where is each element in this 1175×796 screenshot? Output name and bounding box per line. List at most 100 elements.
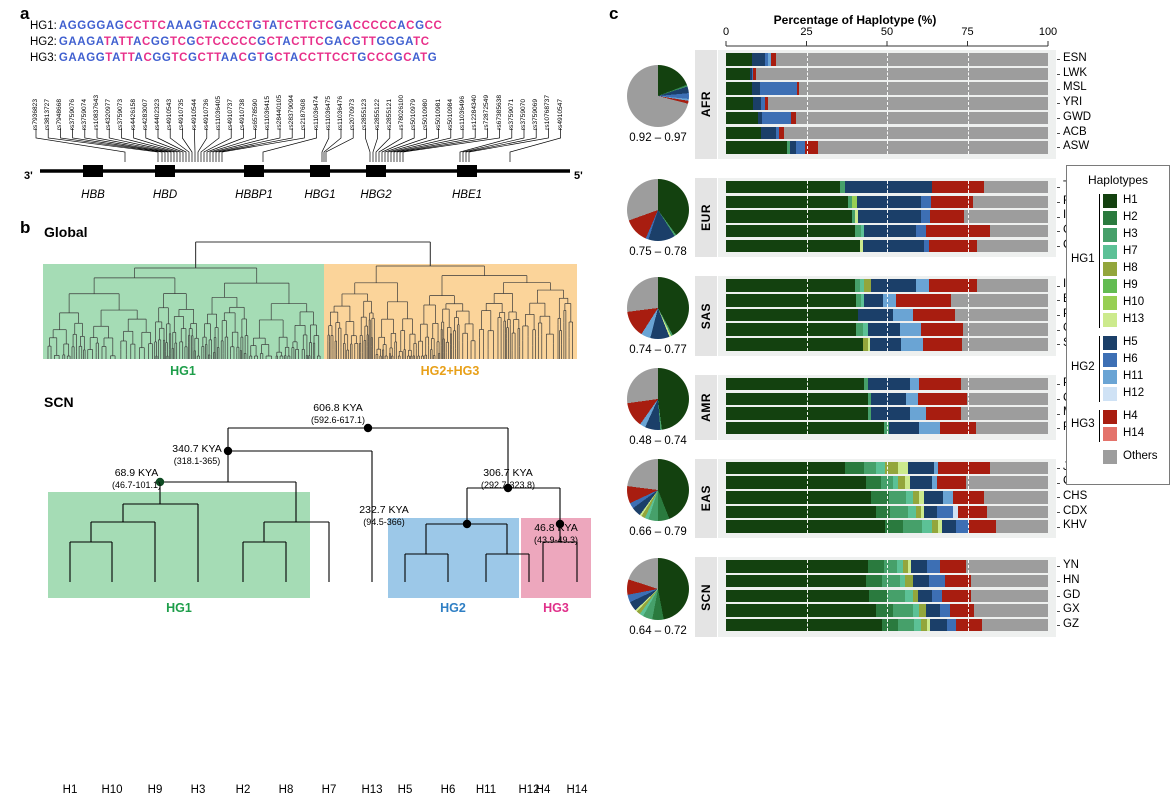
supergroup-name: AMR [699, 392, 713, 422]
gridline [887, 392, 888, 406]
bar-segment-h8 [885, 461, 899, 475]
pop-tick [1057, 103, 1060, 105]
gridline [967, 323, 969, 336]
bar-row[interactable] [726, 574, 1048, 588]
bar-row[interactable] [726, 97, 1048, 110]
gridline [887, 377, 888, 391]
scn-node-hg1crown-age: 68.9 KYA [114, 467, 159, 479]
bar-row[interactable] [726, 392, 1048, 406]
rsid-label: rs7936823 [32, 98, 39, 130]
bar-row[interactable] [726, 224, 1048, 238]
bar-segment-h5 [751, 82, 760, 95]
gridline [806, 338, 808, 351]
bar-row[interactable] [726, 180, 1048, 194]
bar-row[interactable] [726, 210, 1048, 223]
scn-hg3-box [521, 518, 591, 598]
bar-segment-h3 [851, 210, 855, 223]
bar-row[interactable] [726, 520, 1048, 533]
bar-row[interactable] [726, 338, 1048, 351]
rsid-label: rs3759076 [68, 98, 76, 130]
bar-segment-others [996, 520, 1048, 533]
bar-segment-h6 [795, 141, 806, 154]
bar-row[interactable] [726, 53, 1048, 66]
bar-row[interactable] [726, 308, 1048, 322]
bar-segment-h11 [943, 491, 953, 504]
rsid-label: rs11036476 [337, 95, 344, 130]
legend-group-label-hg2: HG2 [1071, 361, 1095, 373]
legend-swatch-h4 [1103, 410, 1117, 424]
bar-segment-h7 [861, 294, 864, 307]
bar-segment-others [970, 589, 1048, 603]
bar-row[interactable] [726, 239, 1048, 253]
bar-segment-h1 [726, 239, 860, 253]
bar-segment-h1 [726, 574, 867, 588]
bar-row[interactable] [726, 505, 1048, 519]
bar-segment-h2 [875, 604, 894, 617]
bar-row[interactable] [726, 407, 1048, 420]
bar-segment-h4 [923, 338, 962, 351]
bar-segment-h11 [909, 407, 926, 420]
bar-segment-h1 [726, 210, 852, 223]
gene-label-hbe1: HBE1 [451, 189, 483, 201]
bar-segment-h1 [726, 407, 868, 420]
bar-segment-others [783, 126, 1048, 139]
bar-segment-h6 [762, 111, 792, 125]
bar-row[interactable] [726, 126, 1048, 139]
bar-row[interactable] [726, 377, 1048, 391]
bar-row[interactable] [726, 421, 1048, 435]
pop-tick [1057, 147, 1060, 149]
pie-range-scn: 0.64 – 0.72 [629, 624, 687, 637]
bar-row[interactable] [726, 294, 1048, 307]
bar-segment-h11 [919, 421, 941, 435]
gridline [887, 239, 888, 253]
bar-segment-h3 [854, 224, 862, 238]
bar-row[interactable] [726, 195, 1048, 209]
bar-segment-h1 [726, 111, 759, 125]
rsid-label: rs10837643 [93, 95, 100, 130]
supergroup-label-eur: EUR [695, 177, 717, 258]
bar-row[interactable] [726, 491, 1048, 504]
bar-segment-h1 [726, 421, 884, 435]
bar-row[interactable] [726, 141, 1048, 154]
rsid-label: rs4910738 [239, 98, 247, 130]
bar-segment-h6 [921, 195, 932, 209]
bar-row[interactable] [726, 279, 1048, 292]
bar-row[interactable] [726, 82, 1048, 95]
bar-row[interactable] [726, 323, 1048, 336]
gridline [806, 53, 808, 66]
bar-segment-h6 [920, 210, 931, 223]
bar-segment-h11 [933, 461, 939, 475]
bar-segment-h6 [940, 604, 950, 617]
rsid-label: rs11036475 [324, 95, 332, 130]
pop-tick [1057, 216, 1060, 218]
gridline [887, 308, 888, 322]
scn-tip-h8: H8 [278, 784, 294, 796]
pie-eas [627, 459, 689, 522]
bar-segment-h1 [726, 476, 867, 489]
bar-segment-h3 [883, 560, 897, 573]
bar-segment-h3 [864, 377, 868, 391]
bar-row[interactable] [726, 560, 1048, 573]
bar-segment-h4 [932, 180, 984, 194]
sequence-label-hg3: HG3: [30, 52, 57, 64]
panel-b-letter: b [20, 218, 31, 237]
bar-segment-h7 [862, 323, 868, 336]
gridline [887, 111, 888, 125]
bar-segment-h1 [726, 618, 883, 632]
bar-segment-h10 [852, 195, 858, 209]
bar-row[interactable] [726, 461, 1048, 475]
bar-row[interactable] [726, 589, 1048, 603]
sequence-alignment: HG1: AGGGGAGCCTTCAAAGTACCCTGTATCTTCTCGAC… [30, 18, 442, 66]
population-label-khv: KHV [1063, 519, 1087, 532]
gridline [806, 279, 808, 292]
panel-c-letter: c [609, 4, 619, 23]
bar-row[interactable] [726, 111, 1048, 125]
bar-segment-h7 [875, 461, 886, 475]
bar-segment-h11 [932, 476, 937, 489]
scn-node-hg1stem-ci: (318.1-365) [173, 456, 221, 466]
legend-title: Haplotypes [1087, 173, 1149, 187]
bar-row[interactable] [726, 476, 1048, 489]
scn-hg1-caption: HG1 [166, 601, 192, 615]
bar-row[interactable] [726, 67, 1048, 81]
rsid-label: rs2855122 [373, 98, 381, 130]
